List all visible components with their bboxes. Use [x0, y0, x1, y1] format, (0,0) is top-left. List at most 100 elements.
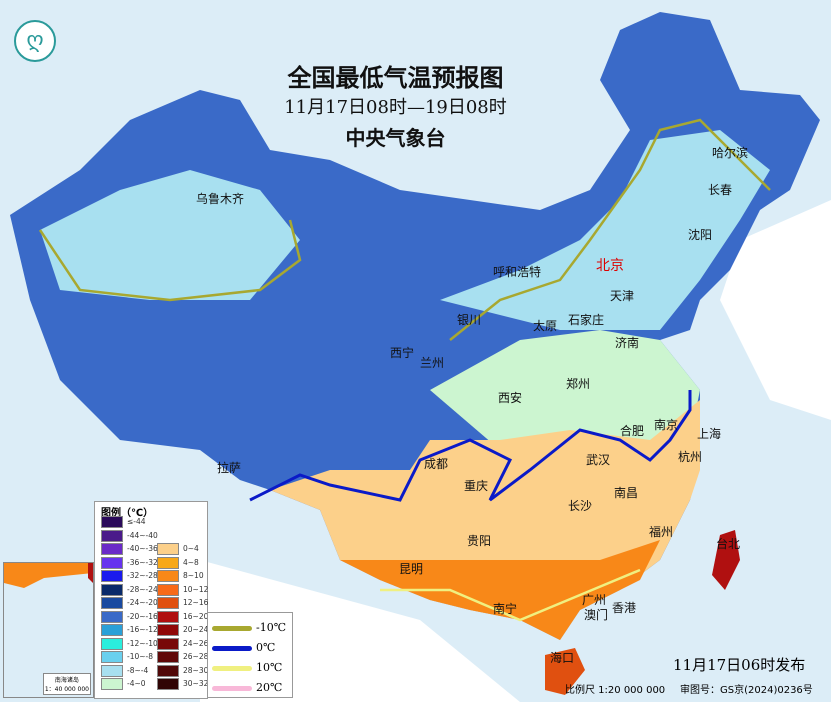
legend-label: -4~0 [127, 679, 146, 688]
legend-label: 12~16 [183, 598, 209, 607]
legend-label: 0~4 [183, 544, 199, 553]
inset-scale: 1：40 000 000 [44, 686, 89, 693]
legend-label: 30~32 [183, 679, 209, 688]
legend-swatch [101, 651, 123, 663]
legend-swatch [101, 570, 123, 582]
city-label: 济南 [615, 336, 640, 350]
legend-label: 4~8 [183, 557, 199, 567]
legend-label: ≤-44 [127, 517, 146, 526]
legend-label: -10~-8 [127, 652, 154, 661]
city-label: 兰州 [420, 356, 445, 370]
isoline-swatch [212, 686, 252, 691]
isoline-legend: -10℃ 0℃ 10℃ 20℃ [207, 612, 293, 698]
legend-swatch [101, 624, 123, 636]
legend-swatch [101, 516, 123, 528]
city-label: 昆明 [399, 562, 424, 576]
city-label-capital: 北京 [596, 258, 624, 274]
legend-swatch [157, 651, 179, 663]
inset-title: 南海诸岛 [54, 677, 79, 684]
legend-label: -32~-28 [127, 571, 158, 580]
isoline-minus10c [38, 118, 771, 341]
legend-swatch [157, 597, 179, 609]
legend-swatch [157, 570, 179, 582]
legend-label: 20~24 [183, 625, 209, 634]
city-label: 澳门 [584, 608, 609, 622]
isoline-label: 0℃ [256, 641, 276, 654]
legend-label: -8~-4 [127, 665, 149, 675]
city-label: 重庆 [464, 479, 489, 493]
legend-label: -16~-12 [127, 625, 158, 634]
city-label: 南宁 [493, 602, 518, 616]
legend-label: 16~20 [183, 611, 209, 621]
city-label: 银川 [457, 313, 482, 327]
city-label: 西安 [498, 391, 523, 405]
city-label: 哈尔滨 [712, 146, 749, 160]
city-label: 南京 [654, 418, 679, 432]
city-label: 香港 [612, 601, 637, 615]
city-label: 武汉 [586, 453, 611, 467]
city-label: 上海 [697, 427, 722, 441]
agency: 中央气象台 [345, 126, 446, 150]
city-label: 福州 [649, 525, 674, 539]
legend-swatch [101, 610, 123, 623]
city-label: 合肥 [620, 424, 645, 438]
isoline-0c [249, 390, 692, 502]
legend-swatch [101, 556, 123, 569]
legend-label: 28~30 [183, 665, 209, 675]
legend-title: 图例（℃） [101, 508, 154, 519]
legend-swatch [101, 637, 123, 650]
legend-swatch [101, 678, 123, 690]
issue-time: 11月17日06时发布 [673, 656, 806, 674]
legend-label: -24~-20 [127, 598, 158, 607]
city-label: 成都 [424, 457, 449, 471]
city-label: 拉萨 [217, 461, 242, 475]
hainan [545, 648, 585, 695]
legend-swatch [101, 664, 123, 677]
legend-swatch [157, 556, 179, 569]
legend-label: -44~-40 [127, 530, 158, 540]
map-title: 全国最低气温预报图 [287, 64, 504, 92]
city-label: 沈阳 [688, 228, 713, 242]
isoline-label: 20℃ [256, 681, 283, 694]
map-scale: 比例尺 1:20 000 000 [565, 685, 666, 696]
legend-label: -28~-24 [127, 584, 158, 594]
forecast-period: 11月17日08时—19日08时 [284, 97, 507, 118]
legend-label: -20~-16 [127, 611, 158, 621]
legend-swatch [101, 597, 123, 609]
city-label: 太原 [533, 319, 558, 333]
legend-swatch [101, 543, 123, 555]
legend-label: 26~28 [183, 652, 209, 661]
legend-label: -36~-32 [127, 557, 158, 567]
cold-zone-lightblue [40, 130, 770, 330]
legend-swatch [157, 583, 179, 596]
city-label: 郑州 [566, 377, 591, 391]
city-label: 台北 [716, 537, 741, 551]
isoline-swatch [212, 646, 252, 651]
city-label: 石家庄 [568, 313, 605, 327]
cool-zone-green [430, 330, 700, 450]
city-label: 南昌 [614, 486, 639, 500]
cma-logo: ღ [14, 20, 56, 62]
legend-label: 10~12 [183, 584, 209, 594]
legend-swatch [157, 678, 179, 690]
legend-label: -12~-10 [127, 638, 158, 648]
city-label: 西宁 [390, 346, 415, 360]
city-label: 天津 [610, 289, 635, 303]
south-china-sea-inset: 南海诸岛 1：40 000 000 [3, 562, 94, 698]
taiwan [712, 530, 740, 590]
city-label: 贵阳 [467, 534, 492, 548]
isoline-swatch [212, 666, 252, 671]
legend-swatch [157, 637, 179, 650]
isoline-label: -10℃ [256, 621, 287, 634]
legend-swatch [101, 529, 123, 542]
legend-label: 24~26 [183, 638, 209, 648]
color-legend: 图例（℃） ≤-44 -44~-40 -40~-36 -36~-32 -32~-28 -2… [94, 501, 208, 699]
isoline-label: 10℃ [256, 661, 283, 674]
legend-swatch [157, 624, 179, 636]
hot-zone [340, 540, 660, 640]
legend-swatch [101, 583, 123, 596]
city-label: 长沙 [568, 499, 593, 513]
legend-label: 8~10 [183, 571, 204, 580]
legend-swatch [157, 543, 179, 555]
